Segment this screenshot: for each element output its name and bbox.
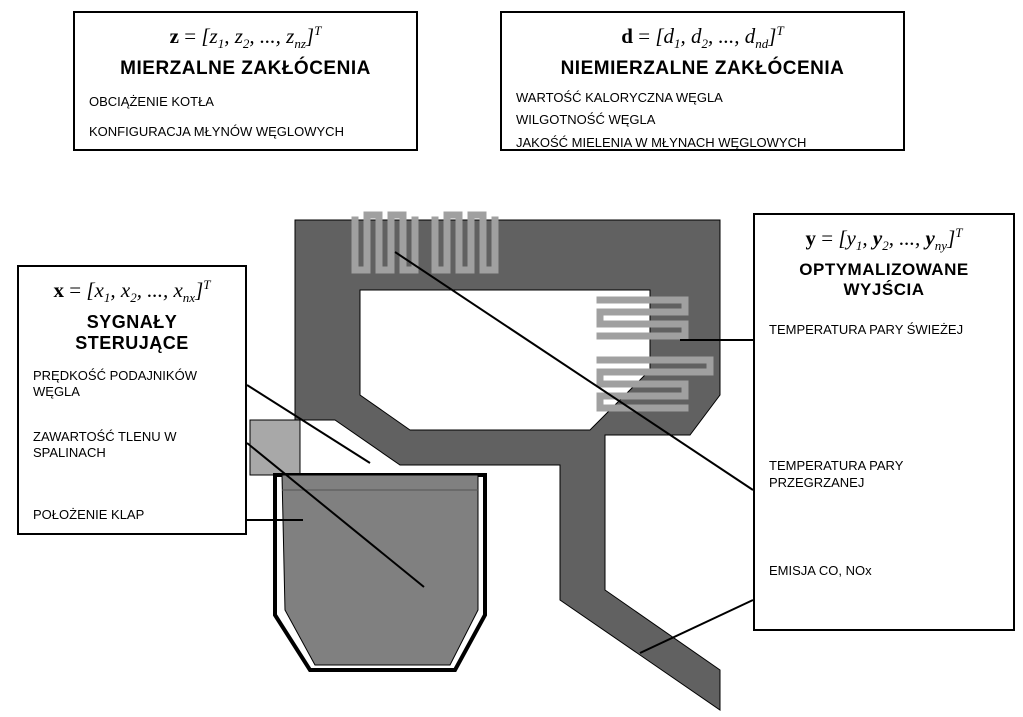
formula-d: d = [d1, d2, ..., dnd]T [516,23,889,52]
item-y-0: TEMPERATURA PARY ŚWIEŻEJ [769,322,999,338]
title-y: OPTYMALIZOWANE WYJŚCIA [769,260,999,300]
box-measurable-disturbances: z = [z1, z2, ..., znz]T MIERZALNE ZAKŁÓC… [73,11,418,151]
item-z-0: OBCIĄŻENIE KOTŁA [89,94,402,110]
item-x-2: POŁOŻENIE KLAP [33,507,231,523]
item-d-0: WARTOŚĆ KALORYCZNA WĘGLA [516,90,889,106]
formula-y: y = [y1, y2, ..., yny]T [769,225,999,254]
title-z: MIERZALNE ZAKŁÓCENIA [89,58,402,80]
box-optimized-outputs: y = [y1, y2, ..., yny]T OPTYMALIZOWANE W… [753,213,1015,631]
title-d: NIEMIERZALNE ZAKŁÓCENIA [516,58,889,80]
box-unmeasurable-disturbances: d = [d1, d2, ..., dnd]T NIEMIERZALNE ZAK… [500,11,905,151]
item-z-1: KONFIGURACJA MŁYNÓW WĘGLOWYCH [89,124,402,140]
item-y-2: EMISJA CO, NOx [769,563,999,579]
title-x: SYGNAŁY STERUJĄCE [33,312,231,354]
item-d-2: JAKOŚĆ MIELENIA W MŁYNACH WĘGLOWYCH [516,135,889,151]
item-x-0: PRĘDKOŚĆ PODAJNIKÓW WĘGLA [33,368,231,401]
item-d-1: WILGOTNOŚĆ WĘGLA [516,112,889,128]
item-x-1: ZAWARTOŚĆ TLENU W SPALINACH [33,429,231,462]
formula-x: x = [x1, x2, ..., xnx]T [33,277,231,306]
item-y-1: TEMPERATURA PARY PRZEGRZANEJ [769,458,999,491]
formula-z: z = [z1, z2, ..., znz]T [89,23,402,52]
box-control-signals: x = [x1, x2, ..., xnx]T SYGNAŁY STERUJĄC… [17,265,247,535]
